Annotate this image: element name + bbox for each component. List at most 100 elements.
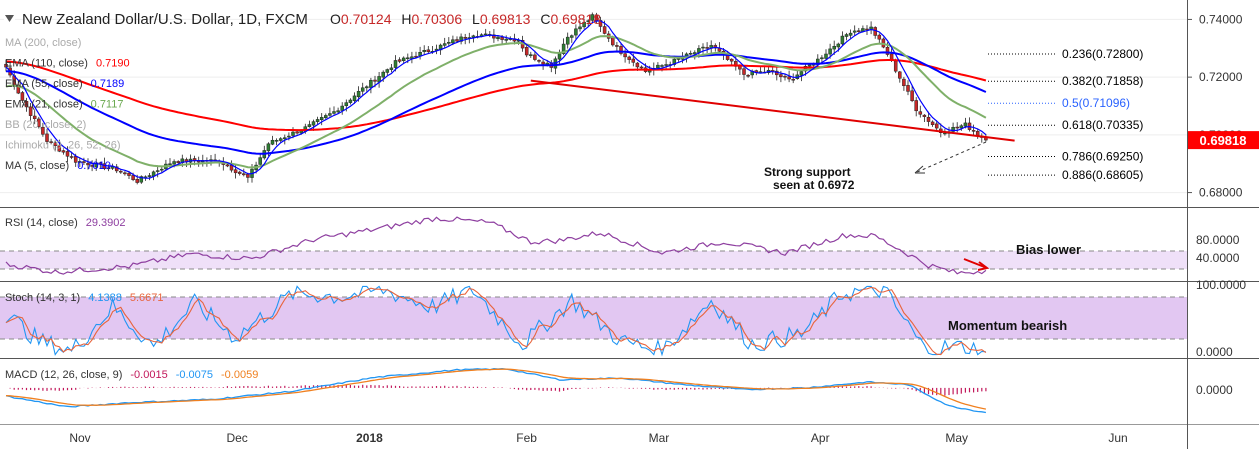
candle-body (123, 172, 127, 175)
candle-body (959, 125, 964, 129)
symbol-dropdown-icon[interactable] (4, 13, 15, 24)
candle-body (742, 68, 746, 75)
candle-body (278, 138, 283, 141)
candle-body (537, 60, 541, 62)
last-price-box (1188, 131, 1259, 150)
candle-body (397, 59, 402, 62)
candle-body (582, 21, 586, 28)
chart-title[interactable]: New Zealand Dollar/U.S. Dollar, 1D, FXCM (22, 11, 308, 28)
candle-body (147, 175, 152, 177)
candle-body (688, 52, 693, 55)
candle-body (41, 126, 45, 135)
candle-body (619, 46, 623, 54)
time-axis-label: Feb (516, 431, 537, 445)
candle-body (78, 161, 82, 163)
candle-body (4, 63, 8, 68)
ohlc-readout: O0.70124 H0.70306 L0.69813 C0.69818 (330, 11, 601, 27)
candle-body (237, 171, 242, 174)
candle-body (631, 58, 636, 63)
ma-5-line (5, 20, 987, 179)
candle-body (176, 161, 180, 164)
fib-level-label: 0.382(0.71858) (1062, 74, 1143, 88)
price-tick-label: 0.68000 (1199, 186, 1243, 200)
fib-level-label: 0.5(0.71096) (1062, 96, 1130, 110)
candle-body (311, 121, 316, 126)
stoch-band (0, 297, 1187, 339)
last-price-text: 0.69818 (1200, 133, 1247, 148)
candle-body (24, 101, 29, 108)
support-annotation-line1: Strong support (764, 165, 851, 179)
legend-row: EMA (110, close) 0.7190 (5, 58, 130, 70)
legend-row: BB (20, close, 2) (5, 119, 86, 131)
candle-body (393, 60, 398, 68)
candle-body (586, 20, 590, 22)
price-tick-label: 0.74000 (1199, 12, 1243, 26)
legend-value: 0.7189 (91, 78, 125, 90)
candle-body (906, 85, 910, 92)
candle-body (541, 61, 545, 65)
candle-body (385, 69, 390, 73)
candle-body (20, 92, 25, 101)
candle-body (693, 52, 697, 55)
candle-body (471, 35, 476, 38)
candle-body (242, 173, 246, 176)
candle-body (258, 157, 262, 165)
candle-body (799, 71, 804, 76)
time-axis-label: 2018 (356, 431, 383, 445)
last-price-tag: 0.69818 (1188, 131, 1259, 150)
candle-body (529, 54, 533, 56)
candle-body (836, 43, 841, 48)
candle-body (348, 99, 353, 103)
candle-body (28, 106, 33, 116)
candle-body (975, 131, 980, 136)
candle-body (32, 115, 37, 119)
chart-header: New Zealand Dollar/U.S. Dollar, 1D, FXCM… (4, 11, 601, 172)
candle-body (168, 163, 172, 166)
candle-body (65, 151, 70, 157)
candle-body (570, 35, 574, 38)
fibonacci-levels: 0.236(0.72800) 0.382(0.71858) 0.5(0.71096)… (988, 47, 1143, 182)
candle-body (676, 58, 681, 60)
ema-55-line (5, 50, 987, 155)
fib-level-label: 0.618(0.70335) (1062, 118, 1143, 132)
time-axis-label: Dec (226, 431, 247, 445)
candle-body (496, 36, 500, 40)
candle-body (307, 124, 312, 128)
candle-body (422, 50, 426, 52)
candle-body (504, 38, 508, 41)
stoch-pane: Stoch (14, 3, 1) 4.1388 5.6671 100.0000 0.… (0, 278, 1246, 359)
time-axis-label: Mar (649, 431, 670, 445)
candle-body (336, 110, 340, 113)
candle-body (426, 49, 431, 52)
candle-body (729, 58, 734, 62)
candle-body (787, 76, 791, 80)
candle-body (225, 164, 230, 167)
rsi-band (0, 251, 1187, 269)
candle-body (155, 170, 160, 172)
candle-body (53, 142, 57, 146)
candle-body (106, 167, 111, 170)
support-annotation: Strong support seen at 0.6972 (764, 141, 987, 192)
candle-body (315, 119, 320, 122)
candle-body (49, 141, 53, 143)
candle-body (270, 139, 275, 145)
time-axis: Nov Dec 2018 Feb Mar Apr May Jun (69, 431, 1127, 445)
candle-body (824, 53, 828, 59)
stoch-lines (5, 285, 987, 357)
candle-body (902, 78, 906, 87)
legend-label: EMA (110, close) (5, 58, 88, 70)
rsi-line (5, 216, 987, 275)
macd-signal-line (5, 368, 987, 410)
candle-body (779, 74, 783, 78)
candle-body (561, 43, 566, 54)
macd-lines (5, 367, 987, 414)
candle-body (565, 36, 570, 45)
candle-body (898, 71, 902, 79)
bias-lower-arrow (963, 258, 990, 271)
candle-body (233, 169, 238, 174)
candle-body (414, 55, 418, 58)
candle-body (352, 95, 357, 101)
candle-body (266, 143, 271, 152)
